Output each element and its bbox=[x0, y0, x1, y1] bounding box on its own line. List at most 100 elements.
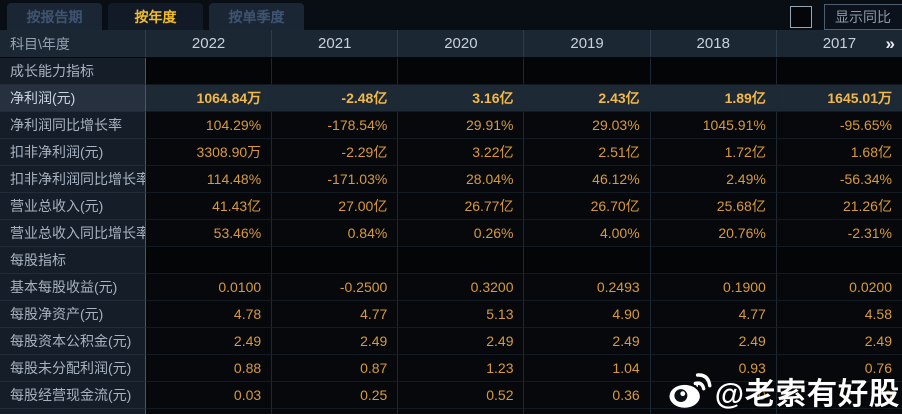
tab-by-year[interactable]: 按年度 bbox=[108, 3, 203, 30]
cell-value bbox=[271, 247, 398, 274]
cell-value: 1.89亿 bbox=[649, 85, 776, 112]
cell-value: 1.04 bbox=[523, 355, 650, 382]
cell-value: 1064.84万 bbox=[145, 85, 272, 112]
cell-value: -2.29亿 bbox=[271, 139, 398, 166]
section-row[interactable]: 每股指标 bbox=[0, 247, 902, 274]
cell-value: 1045.91% bbox=[649, 112, 776, 139]
cell-value: 3.16亿 bbox=[397, 85, 524, 112]
row-label bbox=[0, 409, 145, 414]
cell-value: 0 bbox=[649, 382, 776, 409]
cell-value: 20.76% bbox=[649, 220, 776, 247]
year-header-2020: 2020 bbox=[397, 30, 523, 57]
show-yoy-label: 显示同比 bbox=[835, 9, 891, 25]
cell-value: 1.72亿 bbox=[649, 139, 776, 166]
cell-value: 25.68亿 bbox=[649, 193, 776, 220]
row-label: 每股经营现金流(元) bbox=[0, 382, 145, 409]
cell-value: -2.48亿 bbox=[271, 85, 398, 112]
cell-value bbox=[271, 58, 398, 85]
table-row[interactable]: 营业总收入(元) 41.43亿 27.00亿 26.77亿 26.70亿 25.68亿 21… bbox=[0, 193, 902, 220]
table-row[interactable]: 每股经营现金流(元) 0.03 0.25 0.52 0.36 0 0 bbox=[0, 382, 902, 409]
cell-value: 2.49 bbox=[775, 328, 902, 355]
cell-value: 2.49 bbox=[271, 328, 398, 355]
cell-value: -2.31% bbox=[775, 220, 902, 247]
table-row[interactable]: 每股净资产(元) 4.78 4.77 5.13 4.90 4.77 4.58 bbox=[0, 301, 902, 328]
show-yoy-button[interactable]: 显示同比 bbox=[824, 4, 902, 30]
cell-value: 0.88 bbox=[145, 355, 272, 382]
cell-value: 104.29% bbox=[145, 112, 272, 139]
table-row[interactable]: 每股资本公积金(元) 2.49 2.49 2.49 2.49 2.49 2.49 bbox=[0, 328, 902, 355]
period-tabbar: 按报告期 按年度 按单季度 显示同比 bbox=[0, 0, 902, 30]
cell-value bbox=[649, 247, 776, 274]
table-row[interactable]: 净利润(元) 1064.84万 -2.48亿 3.16亿 2.43亿 1.89亿 1645.… bbox=[0, 85, 902, 112]
cell-value: 114.48% bbox=[145, 166, 272, 193]
more-years-chevron-icon[interactable]: » bbox=[885, 33, 895, 53]
cell-value: 1645.01万 bbox=[775, 85, 902, 112]
cell-value bbox=[397, 58, 524, 85]
row-label: 扣非净利润同比增长率 bbox=[0, 166, 145, 193]
row-label: 营业总收入同比增长率 bbox=[0, 220, 145, 247]
row-label: 每股指标 bbox=[0, 247, 145, 274]
cell-value: 0.76 bbox=[775, 355, 902, 382]
cell-value bbox=[397, 247, 524, 274]
table-row[interactable]: 扣非净利润同比增长率 114.48% -171.03% 28.04% 46.12% 2.4… bbox=[0, 166, 902, 193]
cell-value: 2.49 bbox=[145, 328, 272, 355]
cell-value: 0.36 bbox=[523, 382, 650, 409]
cell-value: 2.43亿 bbox=[523, 85, 650, 112]
cell-value: 1.68亿 bbox=[775, 139, 902, 166]
cell-value: 0.0200 bbox=[775, 274, 902, 301]
cell-value bbox=[271, 409, 398, 414]
table-header-row: 科目\年度 2022 2021 2020 2019 2018 2017 » bbox=[0, 30, 902, 58]
table-row[interactable]: 营业总收入同比增长率 53.46% 0.84% 0.26% 4.00% 20.76% -2.… bbox=[0, 220, 902, 247]
cell-value: -171.03% bbox=[271, 166, 398, 193]
cell-value: 0.03 bbox=[145, 382, 272, 409]
cell-value: 0.1900 bbox=[649, 274, 776, 301]
cell-value bbox=[775, 247, 902, 274]
row-label: 每股资本公积金(元) bbox=[0, 328, 145, 355]
cell-value: 0.2493 bbox=[523, 274, 650, 301]
cell-value: 0.84% bbox=[271, 220, 398, 247]
cell-value: 4.77 bbox=[649, 301, 776, 328]
year-header-2019: 2019 bbox=[523, 30, 649, 57]
year-header-2018: 2018 bbox=[649, 30, 776, 57]
cell-value bbox=[649, 58, 776, 85]
cell-value: 2.49 bbox=[649, 328, 776, 355]
cell-value: 21.26亿 bbox=[775, 193, 902, 220]
cell-value bbox=[145, 58, 272, 85]
table-row[interactable]: 基本每股收益(元) 0.0100 -0.2500 0.3200 0.2493 0.1900… bbox=[0, 274, 902, 301]
cell-value: 2.51亿 bbox=[523, 139, 650, 166]
row-label: 扣非净利润(元) bbox=[0, 139, 145, 166]
show-yoy-checkbox[interactable] bbox=[790, 6, 812, 28]
cell-value: 29.03% bbox=[523, 112, 650, 139]
cell-value: 4.58 bbox=[775, 301, 902, 328]
table-row[interactable]: 每股未分配利润(元) 0.88 0.87 1.23 1.04 0.93 0.76 bbox=[0, 355, 902, 382]
table-row[interactable]: 净利润同比增长率 104.29% -178.54% 29.91% 29.03% 1045.… bbox=[0, 112, 902, 139]
table-row[interactable]: 扣非净利润(元) 3308.90万 -2.29亿 3.22亿 2.51亿 1.72亿 1.6… bbox=[0, 139, 902, 166]
cell-value bbox=[397, 409, 524, 414]
tab-by-quarter[interactable]: 按单季度 bbox=[209, 3, 304, 30]
cell-value: 3308.90万 bbox=[145, 139, 272, 166]
cell-value bbox=[775, 409, 902, 414]
cell-value: 0.0100 bbox=[145, 274, 272, 301]
cell-value: 5.13 bbox=[397, 301, 524, 328]
cell-value: 0.93 bbox=[649, 355, 776, 382]
section-row[interactable]: 成长能力指标 bbox=[0, 58, 902, 85]
cell-value: -95.65% bbox=[775, 112, 902, 139]
year-header-2017: 2017 » bbox=[775, 30, 902, 57]
cell-value: 2.49 bbox=[397, 328, 524, 355]
cell-value: 27.00亿 bbox=[271, 193, 398, 220]
row-label: 每股未分配利润(元) bbox=[0, 355, 145, 382]
cell-value: 26.70亿 bbox=[523, 193, 650, 220]
cell-value: 0.3200 bbox=[397, 274, 524, 301]
year-header-2022: 2022 bbox=[145, 30, 271, 57]
cell-value: 29.91% bbox=[397, 112, 524, 139]
tab-by-report-period[interactable]: 按报告期 bbox=[7, 3, 102, 30]
cell-value: 2.49 bbox=[523, 328, 650, 355]
cell-value: -0.2500 bbox=[271, 274, 398, 301]
cell-value bbox=[145, 409, 272, 414]
table-body: 成长能力指标 净利润(元) 1064.84万 -2.48亿 3.16亿 2.43亿 1.89… bbox=[0, 58, 902, 414]
row-label: 每股净资产(元) bbox=[0, 301, 145, 328]
cell-value bbox=[649, 409, 776, 414]
cell-value: -178.54% bbox=[271, 112, 398, 139]
tab-label: 按年度 bbox=[134, 8, 177, 25]
